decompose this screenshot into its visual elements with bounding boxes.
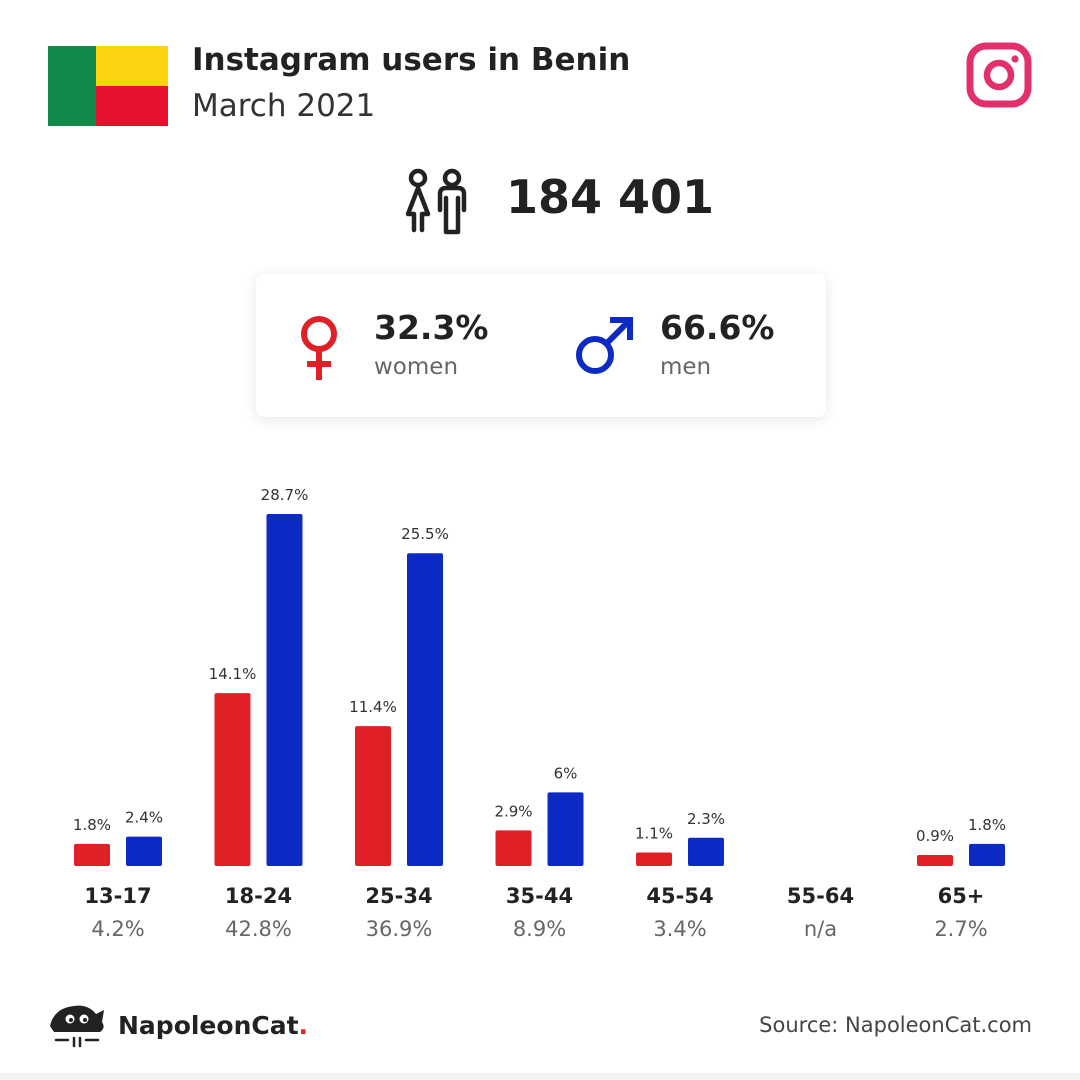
bar-label-men-25-34: 25.5% bbox=[401, 525, 449, 543]
category-total: 8.9% bbox=[512, 917, 567, 941]
female-symbol-icon bbox=[301, 316, 337, 380]
category-label: 65+ bbox=[937, 884, 985, 908]
bar-men-25-34 bbox=[407, 553, 443, 866]
source-text: Source: NapoleonCat.com bbox=[759, 1013, 1032, 1037]
flag-yellow-stripe bbox=[96, 46, 168, 86]
header: Instagram users in Benin March 2021 bbox=[0, 0, 1080, 140]
male-symbol-icon bbox=[576, 317, 633, 374]
category-total: 3.4% bbox=[653, 917, 707, 941]
bar-men-45-54 bbox=[688, 837, 724, 866]
chart-plot: 1.8% 2.4% 14.1% 28.7% 11.4% 25.5% 2.9% 6% 1.1% 2.… bbox=[73, 486, 1006, 866]
total-users: 184 401 bbox=[506, 170, 715, 224]
bar-label-men-18-24: 28.7% bbox=[261, 486, 309, 504]
brand-dot: . bbox=[298, 1011, 309, 1040]
men-label: men bbox=[660, 354, 712, 380]
brand-text: NapoleonCat bbox=[118, 1011, 299, 1040]
bar-women-35-44 bbox=[495, 830, 532, 866]
gender-card: 32.3% women 66.6% men bbox=[256, 274, 826, 417]
bar-women-45-54 bbox=[636, 852, 672, 866]
bar-women-65+ bbox=[917, 854, 953, 866]
category-label: 25-34 bbox=[365, 884, 433, 908]
bar-women-18-24 bbox=[214, 693, 251, 866]
category-total: 2.7% bbox=[934, 917, 988, 941]
bar-men-35-44 bbox=[547, 792, 584, 866]
women-percentage: 32.3% bbox=[374, 308, 489, 347]
men-percentage: 66.6% bbox=[660, 308, 775, 347]
bar-label-men-13-17: 2.4% bbox=[125, 809, 163, 827]
bar-label-men-45-54: 2.3% bbox=[687, 810, 725, 828]
bar-label-women-65+: 0.9% bbox=[916, 827, 954, 845]
benin-flag bbox=[48, 46, 168, 126]
brand-name: NapoleonCat. bbox=[118, 1011, 308, 1040]
bar-label-women-13-17: 1.8% bbox=[73, 816, 111, 834]
flag-green-stripe bbox=[48, 46, 96, 126]
flag-red-stripe bbox=[96, 86, 168, 126]
category-total: 4.2% bbox=[91, 917, 145, 941]
category-label: 13-17 bbox=[84, 884, 152, 908]
category-label: 45-54 bbox=[646, 884, 714, 908]
age-gender-chart: 1.8% 2.4% 14.1% 28.7% 11.4% 25.5% 2.9% 6% 1.1% 2.… bbox=[0, 470, 1080, 950]
users-icon bbox=[405, 168, 467, 235]
bar-label-women-18-24: 14.1% bbox=[209, 665, 257, 683]
instagram-icon bbox=[966, 42, 1032, 108]
bar-label-men-35-44: 6% bbox=[554, 764, 578, 782]
page-subtitle: March 2021 bbox=[192, 88, 376, 124]
page-title: Instagram users in Benin bbox=[192, 42, 631, 78]
category-label: 18-24 bbox=[224, 884, 293, 908]
bar-label-men-65+: 1.8% bbox=[968, 816, 1006, 834]
bar-label-women-45-54: 1.1% bbox=[635, 825, 673, 843]
bottom-strip bbox=[0, 1073, 1080, 1080]
bar-men-13-17 bbox=[126, 836, 162, 866]
bar-men-65+ bbox=[969, 843, 1005, 866]
category-total: 42.8% bbox=[225, 917, 292, 941]
category-total: n/a bbox=[803, 917, 838, 941]
category-total: 36.9% bbox=[365, 917, 433, 941]
category-label: 35-44 bbox=[505, 884, 574, 908]
women-label: women bbox=[374, 354, 459, 380]
bar-label-women-25-34: 11.4% bbox=[349, 698, 397, 716]
bar-women-13-17 bbox=[74, 843, 110, 866]
bar-women-25-34 bbox=[355, 726, 391, 866]
category-label: 55-64 bbox=[786, 884, 855, 908]
napoleoncat-logo-icon bbox=[50, 1005, 104, 1048]
bar-label-women-35-44: 2.9% bbox=[494, 802, 532, 820]
bar-men-18-24 bbox=[266, 514, 303, 866]
